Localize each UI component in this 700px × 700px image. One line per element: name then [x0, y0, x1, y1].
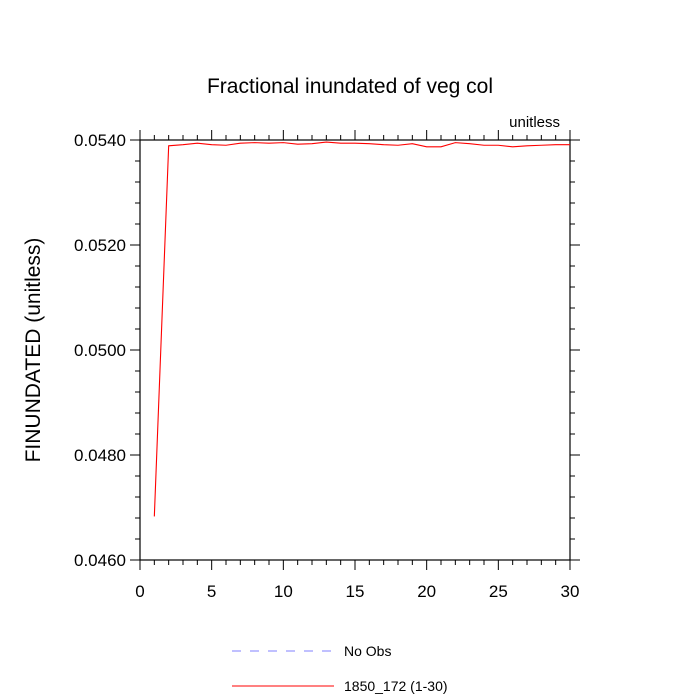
chart-title: Fractional inundated of veg col [207, 75, 493, 98]
x-tick-label: 0 [135, 582, 144, 601]
legend-label-0: No Obs [344, 643, 391, 659]
units-label: unitless [509, 114, 560, 131]
series-line-1 [153, 141, 570, 517]
legend-label-1: 1850_172 (1-30) [344, 678, 448, 694]
x-tick-label: 25 [489, 582, 508, 601]
y-tick-label: 0.0500 [74, 341, 126, 360]
x-axis-ticks: 0 5 10 15 20 25 30 [135, 130, 579, 601]
y-tick-label: 0.0520 [74, 236, 126, 255]
x-tick-label: 20 [417, 582, 436, 601]
series-layer [153, 141, 571, 517]
x-tick-label: 15 [346, 582, 365, 601]
x-tick-label: 5 [207, 582, 216, 601]
x-tick-label: 10 [274, 582, 293, 601]
y-tick-label: 0.0460 [74, 551, 126, 570]
legend: No Obs 1850_172 (1-30) [232, 643, 448, 694]
x-tick-label: 30 [561, 582, 580, 601]
y-axis-ticks: 0.0460 0.0480 0.0500 0.0520 0.0540 [74, 131, 580, 570]
plot-border [139, 139, 571, 561]
y-tick-label: 0.0540 [74, 131, 126, 150]
y-tick-label: 0.0480 [74, 446, 126, 465]
plot-frame [139, 139, 571, 561]
y-axis-title: FINUNDATED (unitless) [22, 238, 45, 463]
